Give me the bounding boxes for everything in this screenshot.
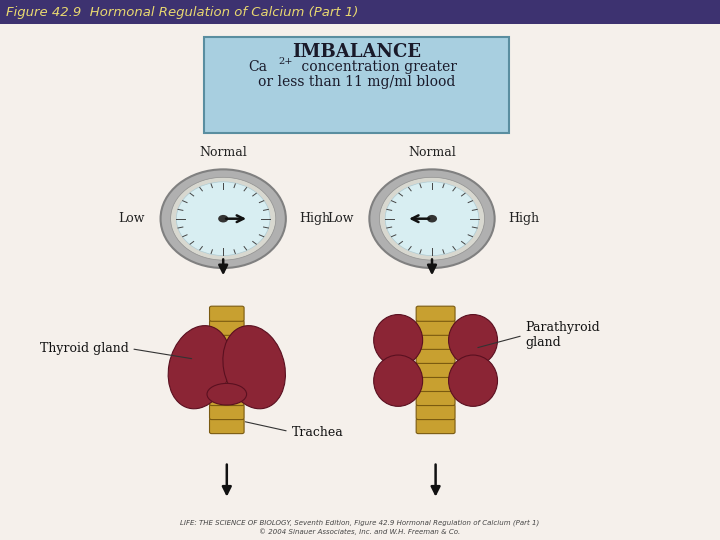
Text: High: High <box>508 212 539 225</box>
Ellipse shape <box>223 326 285 409</box>
Text: Thyroid gland: Thyroid gland <box>40 342 192 359</box>
Ellipse shape <box>168 326 230 409</box>
FancyBboxPatch shape <box>210 320 244 335</box>
FancyBboxPatch shape <box>416 376 455 392</box>
Ellipse shape <box>449 355 498 407</box>
Circle shape <box>427 215 437 222</box>
Text: High: High <box>299 212 330 225</box>
FancyBboxPatch shape <box>210 390 244 406</box>
Ellipse shape <box>374 314 423 366</box>
FancyBboxPatch shape <box>210 334 244 349</box>
FancyBboxPatch shape <box>210 404 244 420</box>
Text: LIFE: THE SCIENCE OF BIOLOGY, Seventh Edition, Figure 42.9 Hormonal Regulation o: LIFE: THE SCIENCE OF BIOLOGY, Seventh Ed… <box>181 519 539 526</box>
FancyBboxPatch shape <box>416 390 455 406</box>
Text: Low: Low <box>119 212 145 225</box>
FancyBboxPatch shape <box>416 306 455 321</box>
FancyBboxPatch shape <box>416 320 455 335</box>
Ellipse shape <box>161 170 286 268</box>
Text: or less than 11 mg/ml blood: or less than 11 mg/ml blood <box>258 76 455 90</box>
Circle shape <box>218 215 228 222</box>
FancyBboxPatch shape <box>416 418 455 434</box>
Ellipse shape <box>207 383 246 405</box>
FancyBboxPatch shape <box>210 418 244 434</box>
Text: Normal: Normal <box>408 146 456 159</box>
FancyBboxPatch shape <box>210 306 244 321</box>
FancyBboxPatch shape <box>210 362 244 377</box>
FancyBboxPatch shape <box>210 348 244 363</box>
Ellipse shape <box>379 177 485 260</box>
FancyBboxPatch shape <box>416 348 455 363</box>
Ellipse shape <box>176 182 270 255</box>
Text: IMBALANCE: IMBALANCE <box>292 43 421 61</box>
Text: Ca: Ca <box>248 60 267 75</box>
Text: Trachea: Trachea <box>246 422 343 438</box>
Ellipse shape <box>385 182 479 255</box>
Ellipse shape <box>369 170 495 268</box>
FancyBboxPatch shape <box>204 37 509 133</box>
FancyBboxPatch shape <box>416 334 455 349</box>
FancyBboxPatch shape <box>0 0 720 24</box>
Ellipse shape <box>449 314 498 366</box>
Text: © 2004 Sinauer Associates, Inc. and W.H. Freeman & Co.: © 2004 Sinauer Associates, Inc. and W.H.… <box>259 528 461 535</box>
Text: Figure 42.9  Hormonal Regulation of Calcium (Part 1): Figure 42.9 Hormonal Regulation of Calci… <box>6 5 358 19</box>
Text: Normal: Normal <box>199 146 247 159</box>
Text: concentration greater: concentration greater <box>297 60 457 75</box>
Text: Parathyroid
gland: Parathyroid gland <box>478 321 600 349</box>
Text: Low: Low <box>328 212 354 225</box>
FancyBboxPatch shape <box>210 376 244 392</box>
Ellipse shape <box>171 177 276 260</box>
FancyBboxPatch shape <box>416 362 455 377</box>
Ellipse shape <box>374 355 423 407</box>
Text: 2+: 2+ <box>279 57 293 66</box>
FancyBboxPatch shape <box>416 404 455 420</box>
